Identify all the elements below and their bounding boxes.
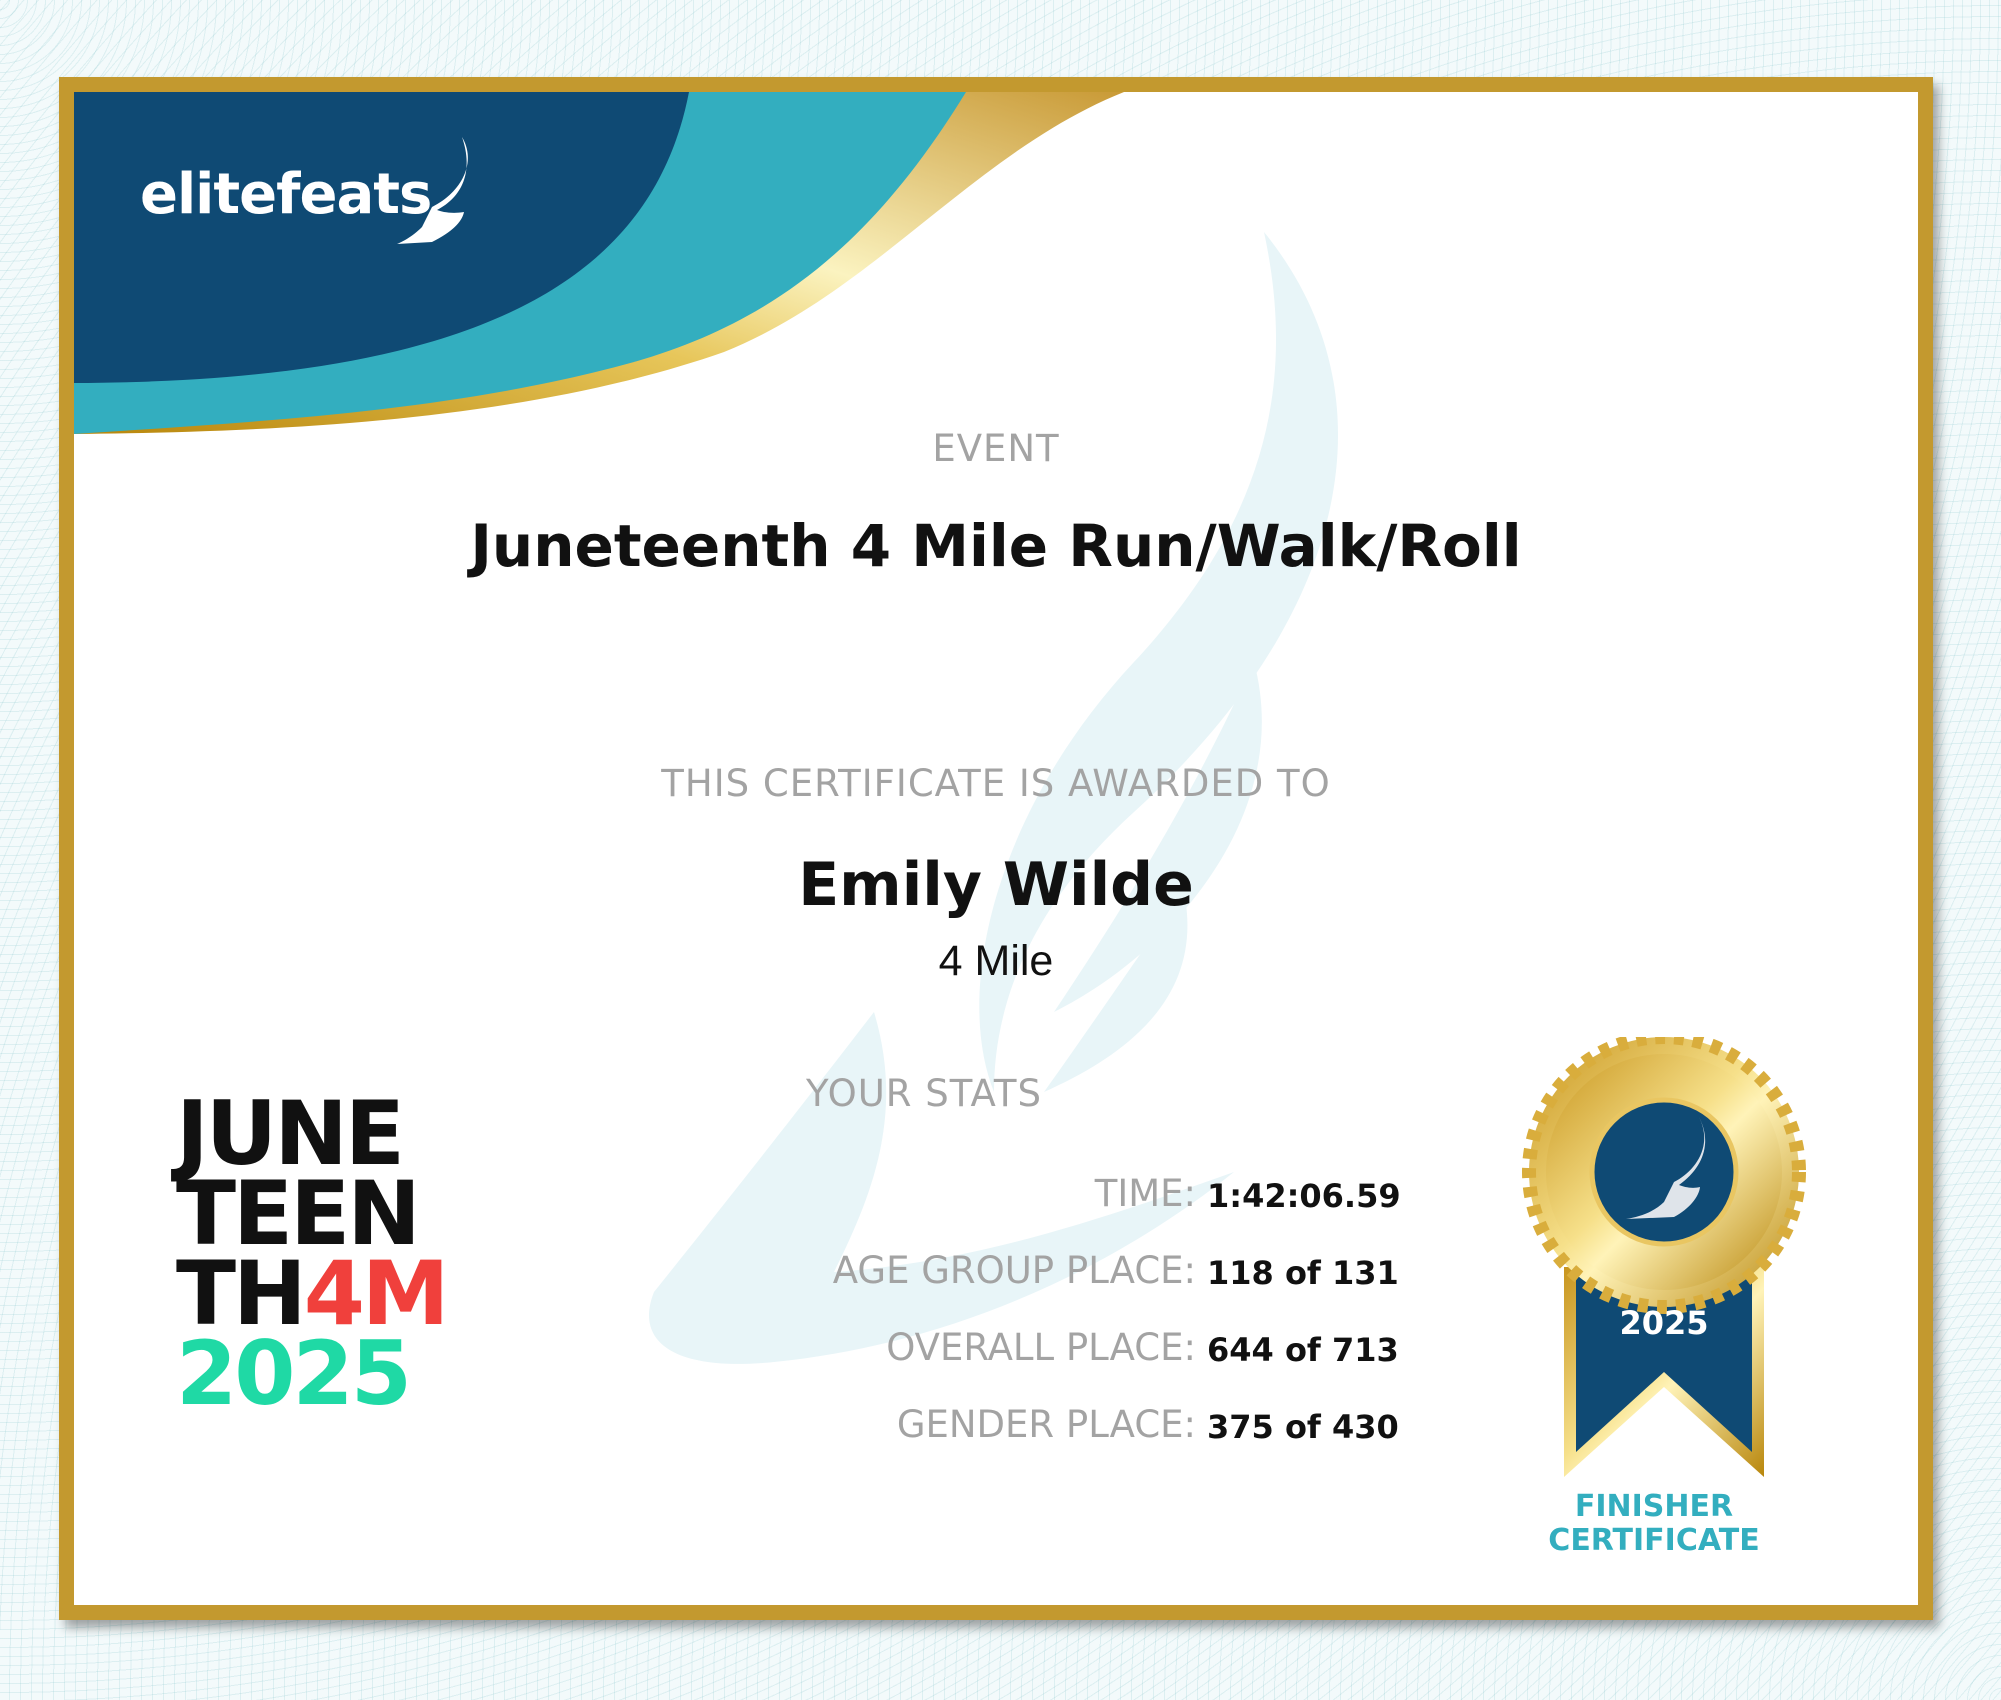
- winged-foot-icon: [397, 137, 468, 244]
- race-logo-4m: 4M: [303, 1242, 450, 1345]
- race-distance: 4 Mile: [938, 937, 1054, 985]
- stat-value: 1:42:06.59: [1207, 1177, 1401, 1215]
- stat-row-overall: OVERALL PLACE: 644 of 713: [274, 1326, 1674, 1376]
- winged-foot-watermark: [649, 232, 1339, 1364]
- stat-value: 375 of 430: [1207, 1408, 1399, 1446]
- stat-value: 118 of 131: [1207, 1254, 1399, 1292]
- stat-value: 644 of 713: [1207, 1331, 1399, 1369]
- certificate: elitefeats EVENT Juneteenth 4 Mile Run/W…: [59, 77, 1933, 1620]
- awarded-to-label: THIS CERTIFICATE IS AWARDED TO: [661, 762, 1331, 805]
- finisher-medal: 2025: [1522, 1037, 1806, 1477]
- caption-line: FINISHER: [1574, 1489, 1734, 1524]
- finisher-caption: FINISHER CERTIFICATE: [1544, 1490, 1764, 1558]
- race-logo-line: JUNE: [176, 1082, 405, 1185]
- stat-label: OVERALL PLACE:: [886, 1326, 1196, 1369]
- header-swoosh: [74, 92, 1124, 434]
- race-logo-th: TH: [176, 1242, 307, 1345]
- caption-line: CERTIFICATE: [1548, 1523, 1760, 1558]
- race-logo-year: 2025: [176, 1322, 412, 1425]
- event-label: EVENT: [932, 427, 1060, 470]
- juneteenth-race-logo: JUNE TEEN TH4M 2025: [176, 1082, 449, 1425]
- stat-label: TIME:: [1094, 1172, 1196, 1215]
- elitefeats-logo: elitefeats: [140, 162, 432, 227]
- stat-label: GENDER PLACE:: [896, 1403, 1196, 1446]
- winged-foot-icon: [1626, 1117, 1706, 1219]
- recipient-name: Emily Wilde: [798, 850, 1194, 920]
- stat-row-gender: GENDER PLACE: 375 of 430: [274, 1403, 1674, 1453]
- event-title: Juneteenth 4 Mile Run/Walk/Roll: [470, 512, 1522, 580]
- race-logo-line: TH4M: [176, 1250, 449, 1338]
- stats-title: YOUR STATS: [806, 1072, 1042, 1115]
- medal-year: 2025: [1619, 1304, 1708, 1342]
- stat-row-age-group: AGE GROUP PLACE: 118 of 131: [274, 1249, 1674, 1299]
- stat-label: AGE GROUP PLACE:: [832, 1249, 1196, 1292]
- race-logo-line: TEEN: [176, 1162, 421, 1265]
- stat-row-time: TIME: 1:42:06.59: [274, 1172, 1674, 1222]
